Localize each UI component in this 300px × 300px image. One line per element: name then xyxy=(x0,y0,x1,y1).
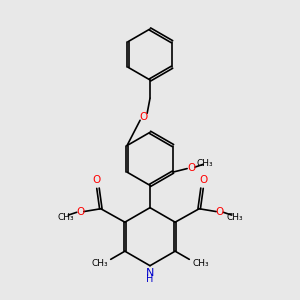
Text: O: O xyxy=(76,207,84,217)
Text: O: O xyxy=(199,176,207,185)
Text: CH₃: CH₃ xyxy=(91,260,108,268)
Text: N: N xyxy=(146,268,154,278)
Text: O: O xyxy=(93,176,101,185)
Text: CH₃: CH₃ xyxy=(57,213,74,222)
Text: O: O xyxy=(140,112,148,122)
Text: O: O xyxy=(187,163,196,173)
Text: CH₃: CH₃ xyxy=(192,260,209,268)
Text: CH₃: CH₃ xyxy=(196,159,213,168)
Text: H: H xyxy=(146,274,154,284)
Text: O: O xyxy=(216,207,224,217)
Text: CH₃: CH₃ xyxy=(226,213,243,222)
